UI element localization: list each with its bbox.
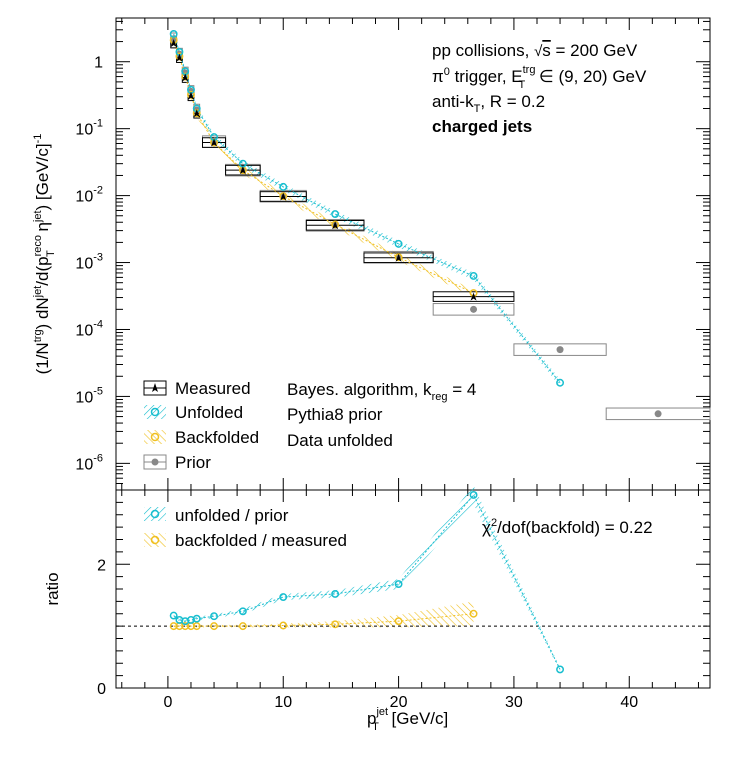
backfolded-measured-point [279, 621, 288, 630]
measured-point [193, 109, 200, 118]
legend-entry-unfolded-prior: unfolded / prior [144, 506, 289, 525]
annotation-trigger: π0 trigger, Etrg T ∈ (9, 20) GeV [432, 64, 647, 91]
measured-point [239, 166, 246, 175]
unfolded-prior-point [238, 607, 247, 616]
y-tick-label: 10-1 [75, 118, 103, 139]
backfolded-line [173, 39, 474, 294]
svg-text:Backfolded: Backfolded [175, 428, 259, 447]
backfolded-measured-point [469, 609, 478, 618]
prior-point [556, 346, 564, 354]
backfolded-measured-point [210, 622, 218, 631]
backfolded-measured-point [192, 622, 201, 631]
unfolded-point [169, 29, 178, 38]
y-tick-label: 10-6 [75, 452, 103, 473]
top-plot-area [169, 29, 711, 421]
measured-point [395, 253, 402, 262]
legend-marker-backfolded [150, 432, 160, 442]
prior-point [470, 305, 478, 313]
unfolded-prior-point [394, 580, 403, 588]
legend-entry-backfolded-measured: backfolded / measured [144, 531, 347, 550]
unfolded-prior-point [469, 491, 478, 499]
measured-point [176, 53, 183, 62]
unfolded-point [331, 210, 340, 219]
measured-point [187, 91, 194, 100]
legend-marker-measured [152, 383, 158, 392]
x-tick-label: 10 [274, 694, 292, 711]
measured-point [332, 221, 339, 230]
annotation-algorithm: anti-kT, R = 0.2 [432, 92, 545, 115]
unfolded-prior-point [210, 612, 218, 621]
unfolded-line [173, 33, 561, 384]
y-tick-label: 10-5 [75, 385, 103, 406]
legend-entry-measured: Measured [143, 379, 251, 398]
measured-point [170, 39, 177, 48]
unfolded-point [279, 182, 288, 191]
y-tick-label: 10-4 [75, 318, 103, 339]
unfolded-point [556, 378, 565, 387]
top-axis-ticks: 1 10-1 10-2 10-3 10-4 10-5 10-6 [75, 18, 710, 491]
unfolded-prior-line [173, 494, 561, 670]
unfolded-prior-point [192, 614, 201, 623]
y-tick-label: 1 [94, 55, 103, 72]
x-tick-label: 30 [505, 694, 523, 711]
prior-point [654, 410, 662, 418]
annotation-chi2: χ2/dof(backfold) = 0.22 [482, 517, 653, 537]
svg-text:Measured: Measured [175, 379, 251, 398]
unfolded-prior-point [169, 611, 178, 620]
y-tick-label-bottom: 0 [97, 681, 106, 698]
legend-entry-backfolded: Backfolded [144, 428, 259, 447]
x-tick-label: 0 [163, 694, 172, 711]
x-tick-label: 40 [620, 694, 638, 711]
backfolded-point [181, 72, 190, 81]
bottom-legend: unfolded / prior backfolded / measured [144, 506, 347, 550]
x-axis-title: pjet T [GeV/c] [367, 706, 448, 733]
unfolded-point [469, 272, 478, 280]
y-tick-label: 10-3 [75, 252, 103, 273]
unfolded-prior-point [331, 590, 340, 598]
bottom-axis-ticks: 0 10 20 30 40 0 2 [97, 490, 710, 711]
backfolded-measured-point [331, 620, 340, 629]
annotation-prior-type: Pythia8 prior [287, 405, 383, 424]
legend-entry-prior: Prior [143, 453, 211, 472]
svg-text:Unfolded: Unfolded [175, 403, 243, 422]
unfolded-prior-point [279, 593, 288, 601]
prior-box [605, 407, 711, 421]
prior-box [432, 303, 515, 316]
bottom-plot-area [116, 485, 710, 674]
svg-text:backfolded / measured: backfolded / measured [175, 531, 347, 550]
top-y-axis-title: (1/Ntrg) dNjet/d(precoT ηjet) [GeV/c]-1 [32, 134, 57, 375]
top-legend: Measured Unfolded Backfolded Prior [143, 379, 259, 472]
annotation-collisions: pp collisions, √s = 200 GeV [432, 41, 638, 60]
legend-marker-unfolded [150, 407, 160, 417]
backfolded-measured-point [238, 622, 247, 631]
unfolded-point [394, 239, 403, 248]
prior-box [513, 343, 607, 356]
svg-text:Prior: Prior [175, 453, 211, 472]
top-annotations: pp collisions, √s = 200 GeV π0 trigger, … [287, 41, 647, 450]
annotation-data-unfolded: Data unfolded [287, 431, 393, 450]
y-tick-label-bottom: 2 [97, 557, 106, 574]
svg-text:unfolded / prior: unfolded / prior [175, 506, 289, 525]
backfolded-measured-point [394, 617, 403, 626]
x-tick-label: 20 [390, 694, 408, 711]
y-tick-label: 10-2 [75, 185, 103, 206]
measured-point [211, 138, 218, 147]
unfolded-prior-point [556, 665, 565, 674]
annotation-charged-jets: charged jets [432, 117, 532, 136]
annotation-bayes: Bayes. algorithm, kreg = 4 [287, 380, 476, 403]
measured-point [470, 292, 477, 301]
legend-entry-unfolded: Unfolded [144, 403, 243, 422]
backfolded-point [187, 90, 195, 99]
bottom-y-axis-title: ratio [43, 572, 62, 605]
measured-point [280, 192, 287, 201]
measured-point [182, 73, 189, 82]
legend-marker-prior [151, 458, 159, 466]
